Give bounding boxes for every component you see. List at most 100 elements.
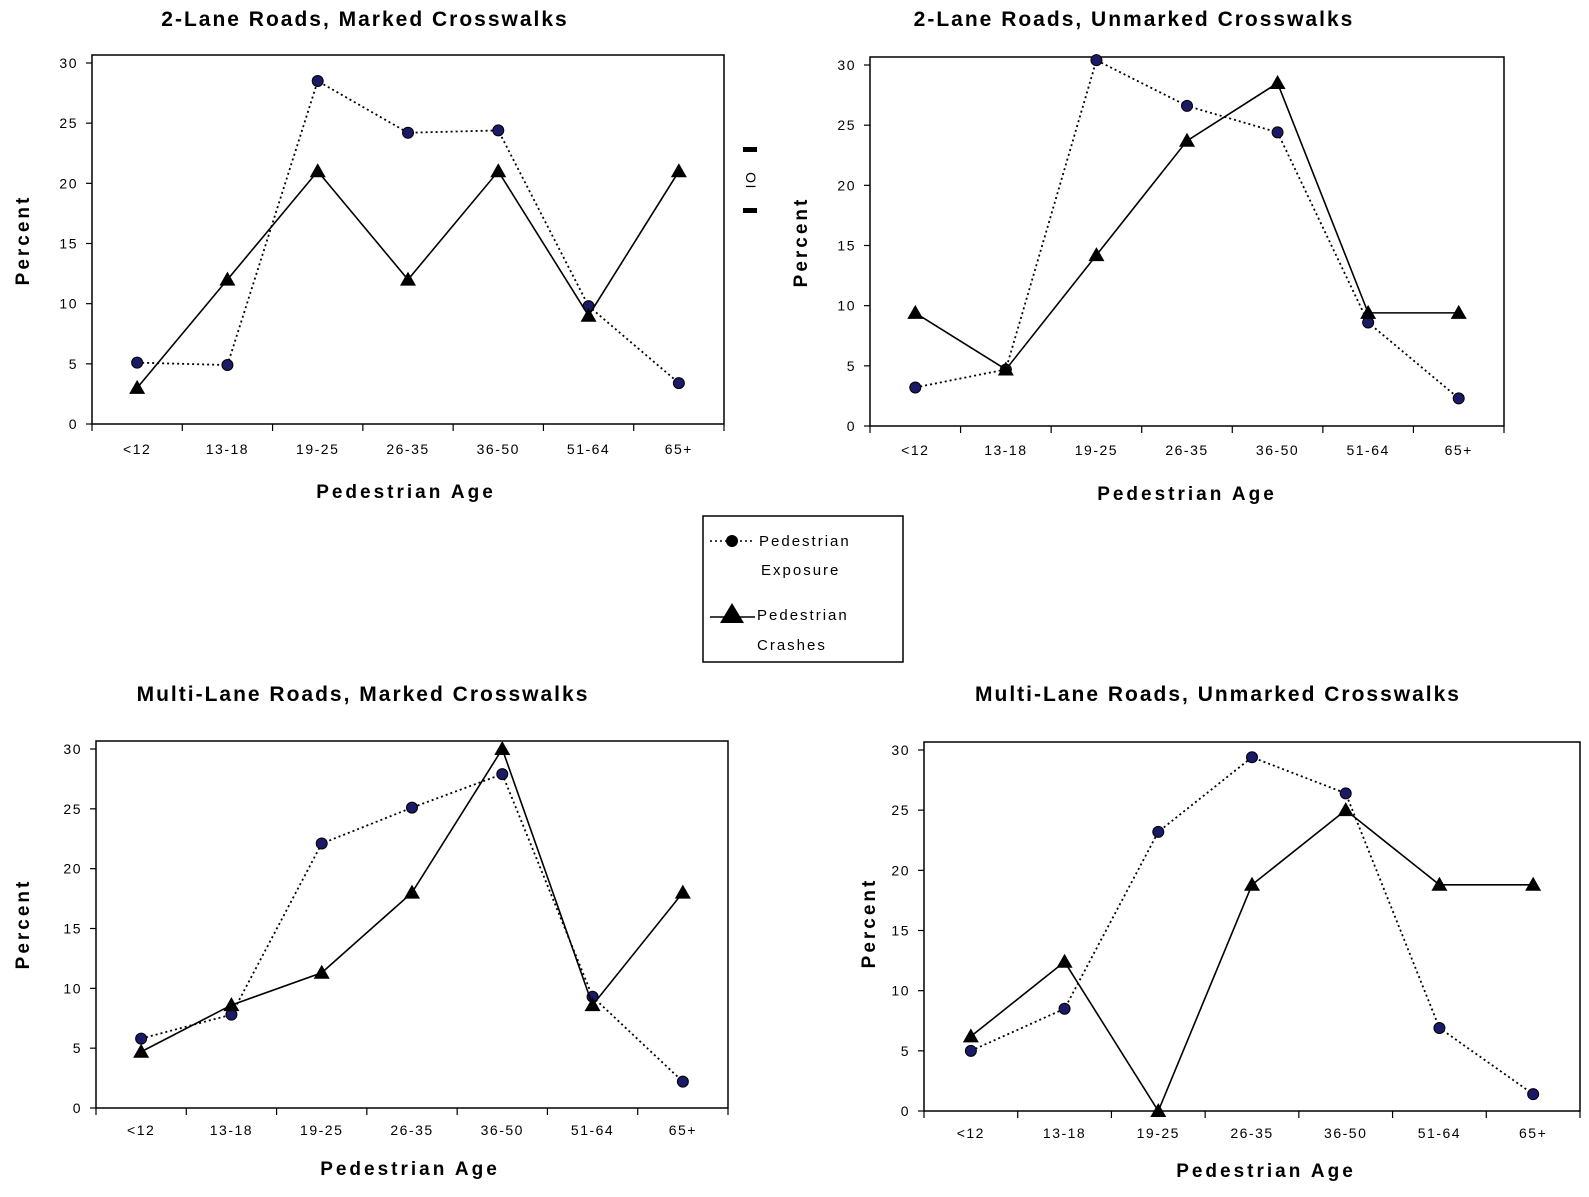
- exposure-point-65: [1527, 1088, 1540, 1101]
- exposure-point-19-25: [1152, 825, 1165, 838]
- x-tick-label-19-25: 19-25: [1075, 442, 1118, 458]
- x-tick-label-12: <12: [901, 442, 929, 458]
- y-tick-label: 5: [847, 358, 856, 374]
- plot-frame: [923, 741, 1581, 1112]
- x-tick-label-13-18: 13-18: [206, 441, 249, 457]
- series-pedestrian-crashes: [907, 75, 1467, 376]
- x-tick-label-26-35: 26-35: [386, 441, 429, 457]
- y-tick-label: 15: [837, 238, 856, 254]
- stray-bar-bottom: [743, 208, 757, 213]
- crashes-point-65: [1525, 876, 1542, 891]
- exposure-point-26-35: [1181, 99, 1193, 112]
- y-tick-label: 20: [837, 177, 856, 193]
- y-axis-title: Percent: [791, 197, 812, 288]
- y-tick-label: 0: [901, 1103, 910, 1119]
- y-tick-label: 10: [891, 983, 910, 999]
- y-tick-label: 10: [63, 980, 82, 996]
- exposure-point-36-50: [496, 768, 509, 781]
- crashes-point-26-35: [1179, 132, 1195, 147]
- exposure-point-65: [672, 377, 685, 390]
- x-tick-label-13-18: 13-18: [1043, 1125, 1086, 1141]
- crashes-point-51-64: [1431, 876, 1448, 891]
- exposure-point-65: [676, 1075, 689, 1088]
- y-tick-label: 20: [59, 175, 78, 191]
- y-tick-label: 10: [59, 296, 78, 312]
- crashes-point-19-25: [309, 163, 326, 178]
- exposure-line: [970, 756, 1534, 1095]
- exposure-point-12: [909, 381, 922, 394]
- crashes-point-51-64: [584, 997, 601, 1012]
- x-tick-label-51-64: 51-64: [567, 441, 610, 457]
- plot-frame: [95, 740, 729, 1109]
- y-tick-label: 5: [69, 356, 78, 372]
- x-tick-label-51-64: 51-64: [571, 1122, 614, 1138]
- x-tick-label-26-35: 26-35: [1165, 442, 1208, 458]
- crashes-point-36-50: [490, 163, 507, 178]
- exposure-line: [140, 772, 684, 1083]
- x-tick-label-65: 65+: [669, 1122, 697, 1138]
- crashes-line: [970, 809, 1534, 1113]
- crashes-point-12: [907, 304, 924, 319]
- stray-glyph: OI: [743, 147, 759, 213]
- x-tick-label-36-50: 36-50: [1324, 1125, 1367, 1141]
- series-pedestrian-crashes: [962, 802, 1542, 1117]
- exposure-point-12: [131, 356, 144, 369]
- x-tick-label-51-64: 51-64: [1346, 442, 1389, 458]
- series-pedestrian-exposure: [964, 751, 1540, 1101]
- y-tick-label: 30: [63, 741, 82, 757]
- crashes-point-36-50: [1269, 75, 1286, 90]
- exposure-point-65: [1452, 392, 1465, 405]
- stray-glyph-text: OI: [743, 172, 759, 190]
- legend-crashes-label-2: Crashes: [757, 637, 827, 654]
- x-tick-label-26-35: 26-35: [390, 1122, 433, 1138]
- exposure-point-26-35: [402, 126, 414, 139]
- legend-item-exposure: Pedestrian Exposure: [710, 533, 849, 579]
- y-tick-label: 0: [847, 418, 856, 434]
- crashes-point-65: [1450, 304, 1467, 319]
- exposure-point-19-25: [315, 837, 328, 850]
- crashes-point-26-35: [1244, 876, 1260, 891]
- y-tick-label: 30: [59, 55, 78, 71]
- chart-3: Multi-Lane Roads, Marked Crosswalks Pedes…: [13, 683, 729, 1180]
- y-tick-label: 5: [901, 1043, 910, 1059]
- chart-1: 2-Lane Roads, Marked Crosswalks Pedestria…: [13, 8, 725, 503]
- x-tick-label-65: 65+: [1519, 1125, 1547, 1141]
- crashes-point-13-18: [219, 271, 236, 286]
- x-tick-label-36-50: 36-50: [477, 441, 520, 457]
- y-tick-label: 25: [837, 117, 856, 133]
- y-axis-title: Percent: [13, 879, 34, 970]
- exposure-point-12: [964, 1044, 977, 1057]
- crashes-line: [914, 81, 1459, 371]
- crashes-point-65: [674, 884, 691, 899]
- y-tick-label: 20: [63, 861, 82, 877]
- crashes-point-12: [133, 1043, 150, 1058]
- y-tick-label: 10: [837, 298, 856, 314]
- exposure-point-26-35: [1246, 751, 1258, 764]
- exposure-line: [137, 79, 680, 384]
- series-pedestrian-crashes: [133, 741, 691, 1058]
- y-tick-label: 15: [891, 923, 910, 939]
- y-tick-label: 25: [59, 115, 78, 131]
- series-pedestrian-exposure: [909, 54, 1465, 405]
- series-pedestrian-crashes: [129, 163, 687, 394]
- crashes-point-36-50: [1337, 802, 1354, 817]
- chart-title: 2-Lane Roads, Unmarked Crosswalks: [914, 8, 1355, 31]
- legend-crashes-marker: [720, 603, 744, 623]
- exposure-point-36-50: [492, 124, 505, 137]
- crashes-point-36-50: [494, 741, 511, 755]
- crashes-point-19-25: [313, 964, 330, 979]
- legend-exposure-label-2: Exposure: [761, 562, 840, 579]
- exposure-point-13-18: [221, 359, 234, 372]
- x-tick-label-65: 65+: [665, 441, 693, 457]
- x-tick-label-12: <12: [123, 441, 151, 457]
- x-tick-label-36-50: 36-50: [481, 1122, 524, 1138]
- x-tick-label-13-18: 13-18: [984, 442, 1027, 458]
- y-tick-label: 25: [891, 802, 910, 818]
- legend-crashes-label-1: Pedestrian: [757, 607, 849, 624]
- y-tick-label: 20: [891, 862, 910, 878]
- crashes-point-19-25: [1150, 1103, 1167, 1117]
- y-tick-label: 15: [59, 236, 78, 252]
- crashes-point-65: [670, 163, 687, 178]
- crashes-point-13-18: [223, 997, 240, 1012]
